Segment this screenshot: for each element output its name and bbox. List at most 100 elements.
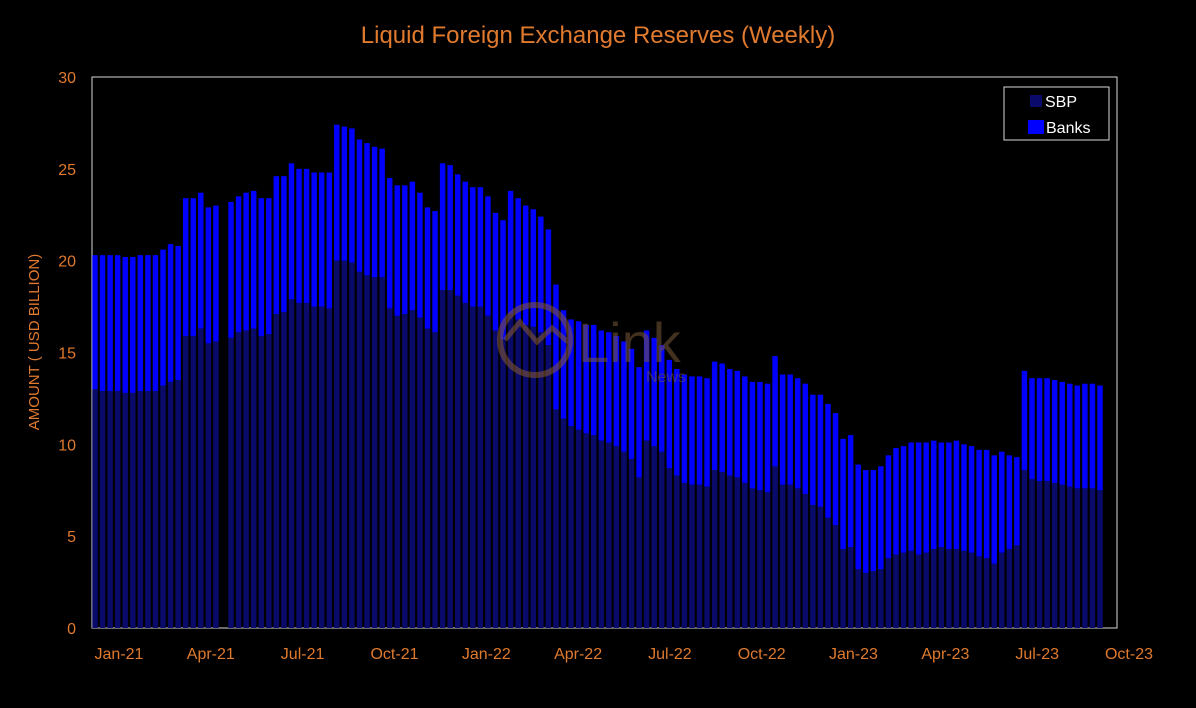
bar-sbp: [92, 389, 98, 628]
bar-sbp: [583, 433, 589, 628]
bar-sbp: [160, 385, 166, 628]
bar-sbp: [900, 552, 907, 628]
bar-banks: [273, 176, 280, 314]
bar-banks: [515, 198, 521, 320]
bar-banks: [205, 207, 212, 344]
bar-banks: [326, 172, 332, 309]
bar-sbp: [175, 380, 181, 628]
bar-banks: [152, 255, 159, 392]
bar-banks: [288, 163, 295, 300]
y-tick-label: 0: [67, 621, 76, 638]
bar-sbp: [938, 547, 945, 628]
bar-banks: [137, 255, 144, 392]
bar-banks: [485, 196, 491, 316]
bar-sbp: [1044, 481, 1050, 628]
bar-sbp: [99, 391, 106, 628]
bar-sbp: [674, 475, 680, 628]
bar-sbp: [991, 563, 997, 628]
bar-banks: [628, 348, 635, 460]
bar-banks: [817, 394, 824, 507]
bar-sbp: [1067, 486, 1073, 628]
legend-label-banks: Banks: [1046, 120, 1090, 137]
watermark-subtext: News: [646, 369, 686, 386]
bar-banks: [764, 383, 771, 493]
bar-sbp: [182, 335, 189, 628]
bar-sbp: [122, 392, 128, 628]
bar-sbp: [500, 339, 506, 628]
x-axis: Jan-21 Apr-21 Jul-21 Oct-21 Jan-22 Apr-22 Jul-…: [95, 646, 1154, 663]
bar-banks: [704, 378, 710, 487]
bar-banks: [311, 172, 317, 307]
bar-sbp: [1029, 479, 1035, 628]
y-axis-label: AMOUNT ( USD BILLION): [26, 254, 43, 430]
bar-banks: [266, 198, 272, 335]
bar-banks: [1044, 378, 1050, 482]
bar-banks: [863, 470, 869, 573]
bar-banks: [674, 369, 680, 476]
bar-banks: [983, 449, 990, 559]
bar-banks: [1089, 383, 1096, 489]
bar-banks: [538, 216, 544, 333]
bar-banks: [666, 359, 673, 469]
bar-sbp: [1097, 490, 1103, 628]
y-tick-label: 15: [58, 346, 76, 363]
bar-sbp: [855, 569, 861, 628]
bar-banks: [349, 128, 355, 263]
bar-banks: [198, 192, 204, 329]
bar-banks: [386, 178, 393, 309]
bar-banks: [659, 345, 665, 452]
bar-sbp: [235, 332, 242, 628]
bar-banks: [522, 205, 529, 325]
bar-banks: [500, 220, 506, 340]
bar-sbp: [787, 484, 793, 628]
bar-banks: [258, 198, 264, 336]
bar-sbp: [137, 391, 144, 628]
bar-sbp: [931, 549, 937, 628]
bar-sbp: [832, 525, 839, 628]
bar-banks: [296, 168, 302, 303]
bar-banks: [99, 255, 106, 392]
bar-sbp: [303, 302, 310, 628]
bar-banks: [1014, 457, 1020, 546]
bar-banks: [991, 455, 997, 564]
bar-banks: [976, 449, 982, 557]
bar-sbp: [326, 308, 332, 628]
bar-banks: [1051, 380, 1058, 483]
bar-sbp: [522, 324, 529, 628]
bar-banks: [1006, 455, 1013, 550]
bar-banks: [243, 192, 249, 331]
bar-sbp: [908, 550, 914, 628]
bar-banks: [530, 209, 536, 327]
x-tick-label: Jan-22: [462, 646, 511, 663]
x-tick-label: Jul-22: [648, 646, 692, 663]
bar-sbp: [946, 549, 952, 628]
bar-banks: [477, 187, 484, 307]
bar-banks: [681, 374, 688, 483]
bar-sbp: [417, 317, 423, 628]
bar-banks: [447, 165, 453, 291]
bar-banks: [802, 383, 809, 494]
y-tick-label: 20: [58, 254, 76, 271]
bar-sbp: [485, 315, 491, 628]
bar-sbp: [628, 459, 635, 628]
bar-banks: [643, 330, 650, 441]
bar-banks: [213, 205, 219, 342]
bar-sbp: [689, 484, 695, 628]
bar-sbp: [976, 556, 982, 628]
bar-banks: [855, 464, 861, 570]
bar-banks: [689, 376, 695, 485]
bar-sbp: [447, 290, 453, 628]
bar-banks: [606, 332, 612, 443]
bar-sbp: [530, 326, 536, 628]
banks-series: [92, 124, 1103, 573]
bar-sbp: [424, 328, 431, 628]
bar-sbp: [711, 470, 718, 628]
bar-banks: [432, 211, 438, 333]
bar-sbp: [538, 332, 544, 628]
bar-banks: [379, 148, 385, 278]
x-tick-label: Oct-21: [370, 646, 418, 663]
bar-sbp: [696, 484, 703, 628]
x-tick-label: Apr-22: [554, 646, 602, 663]
bar-sbp: [288, 299, 295, 628]
bar-sbp: [840, 549, 846, 628]
